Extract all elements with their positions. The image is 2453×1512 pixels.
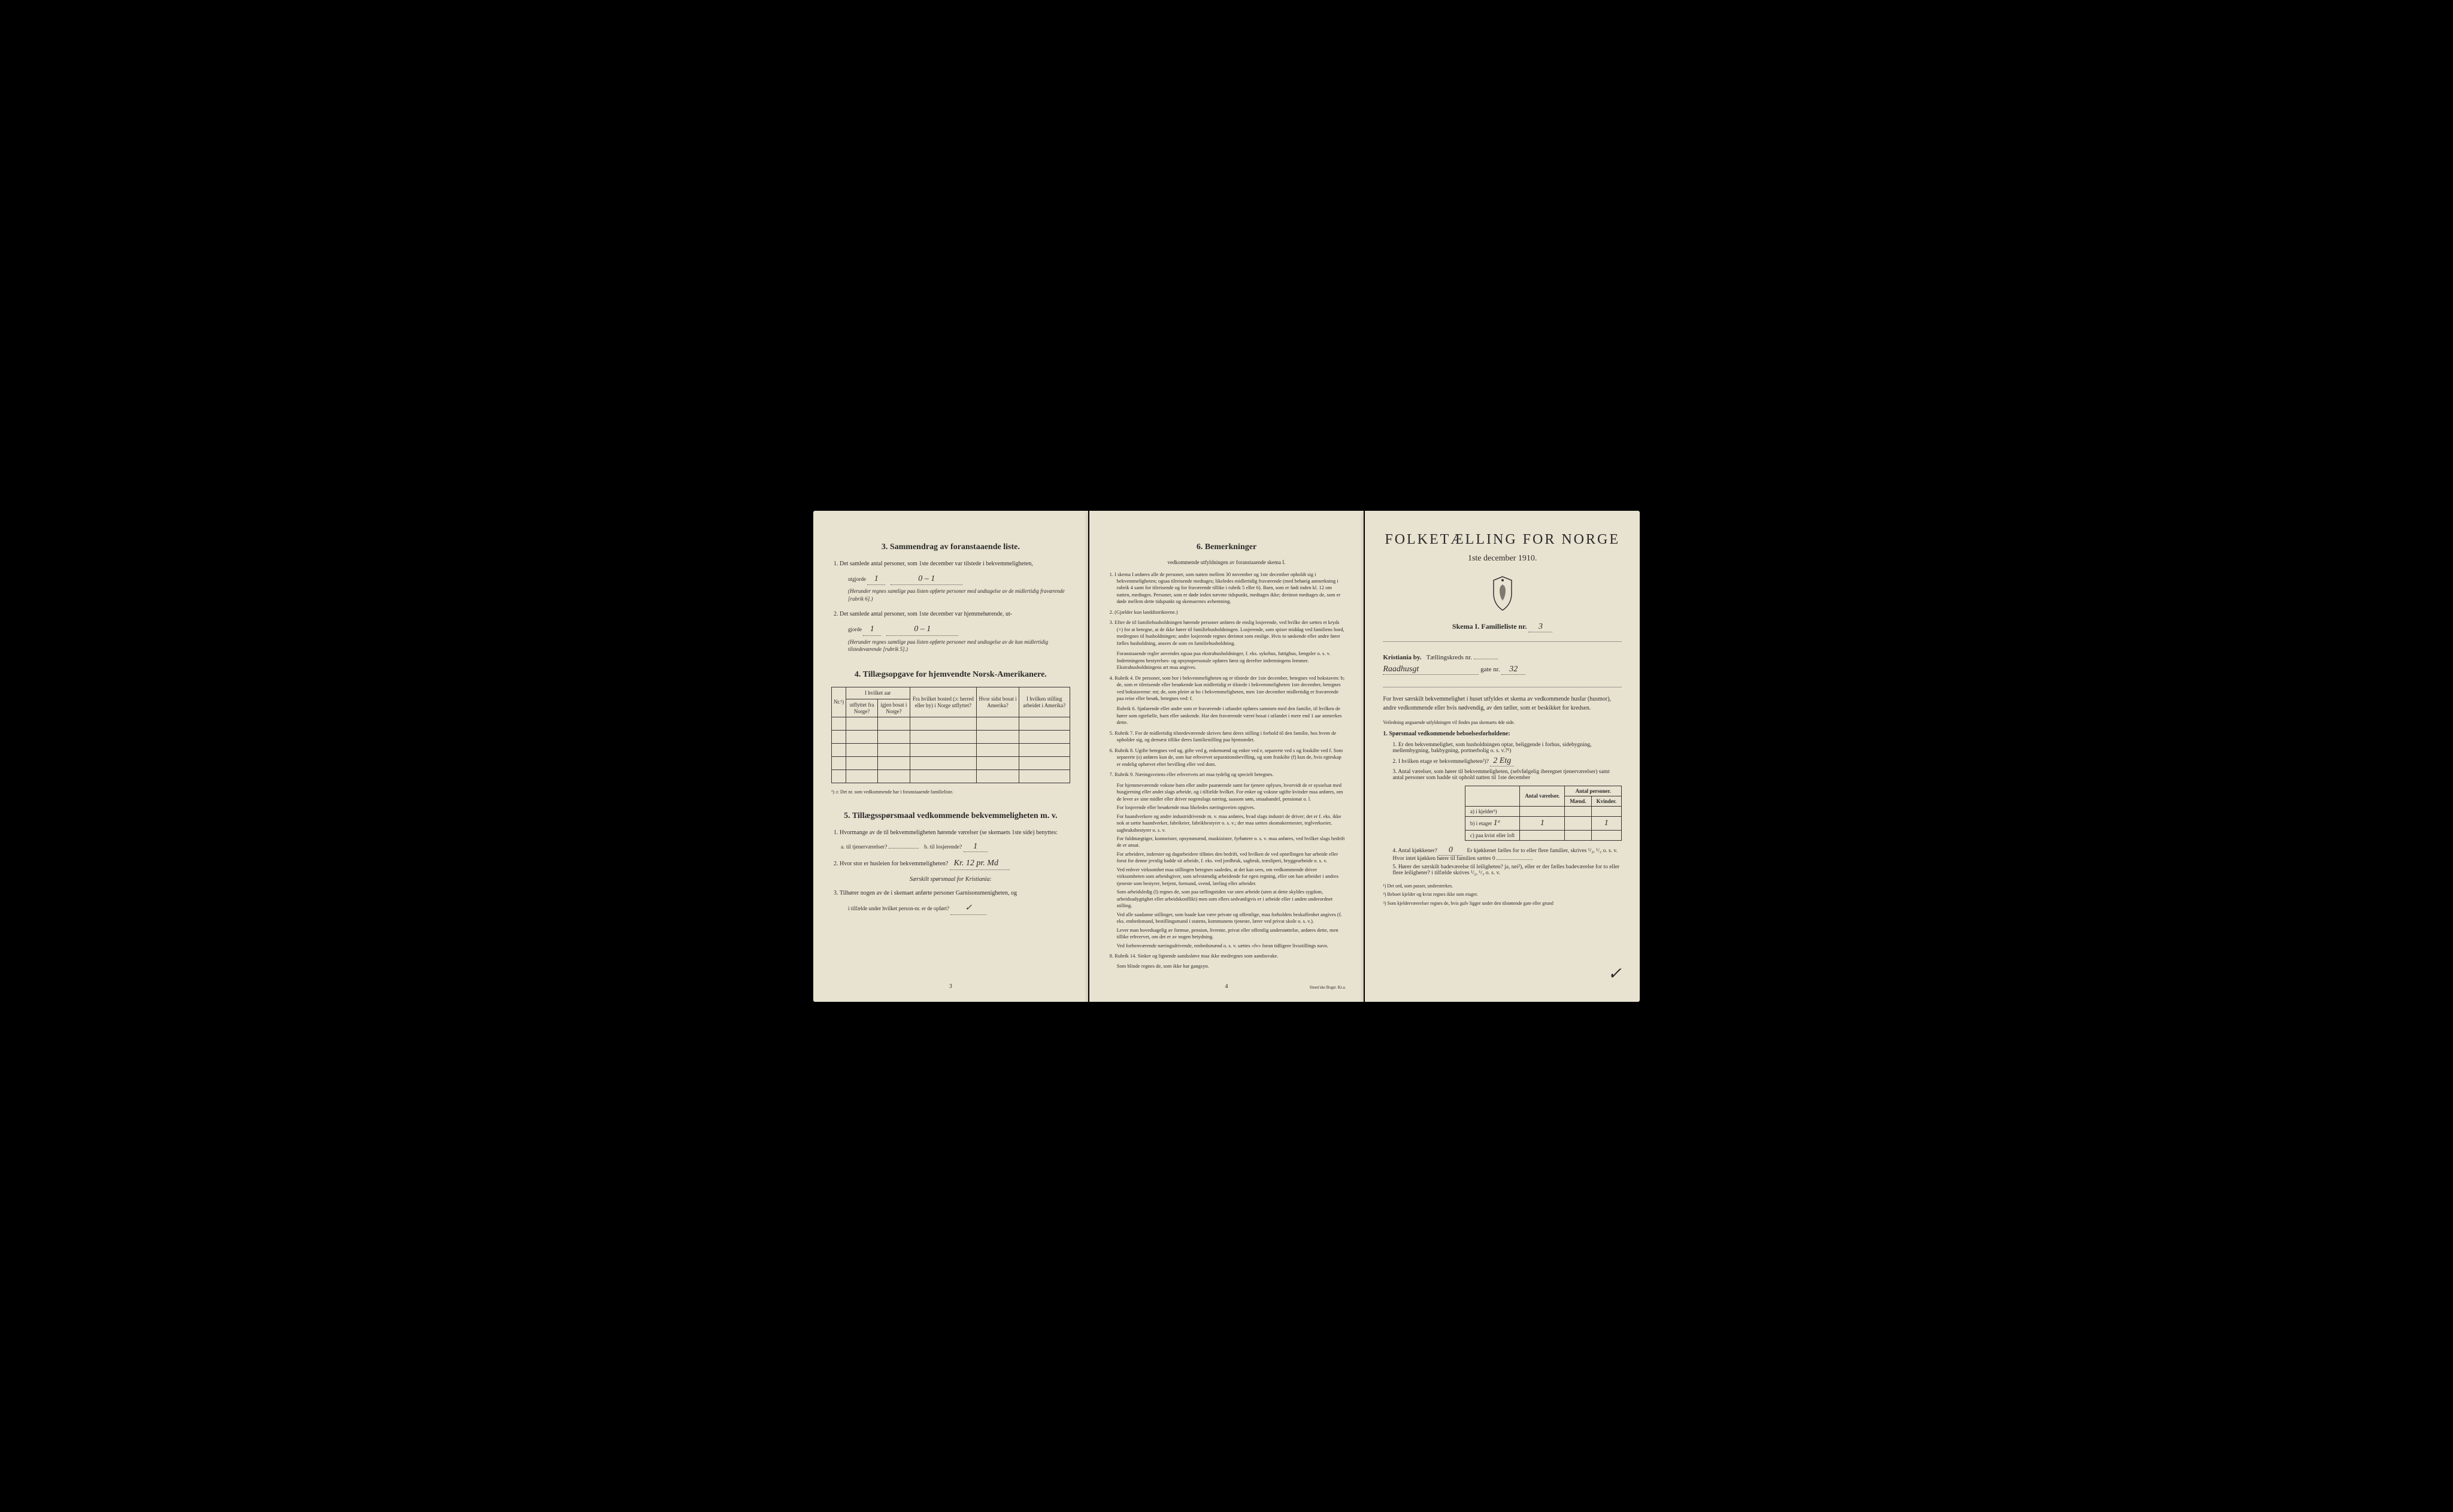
remark-3: 3. Efter de til familiehusholdningen hør… <box>1107 619 1346 647</box>
s5-item3: 3. Tilhører nogen av de i skemaet anført… <box>831 889 1070 898</box>
table-row <box>832 717 1070 731</box>
page-front: FOLKETÆLLING FOR NORGE 1ste december 191… <box>1365 511 1640 1002</box>
page-4: 6. Bemerkninger vedkommende utfyldningen… <box>1089 511 1364 1002</box>
s4-footnote: ¹) ɔ: Det nr. som vedkommende har i fora… <box>831 789 1070 795</box>
footnotes: ¹) Det ord, som passer, understrekes. ²)… <box>1383 883 1622 907</box>
table-row: b) i etager 1ᵉ 1 1 <box>1465 816 1621 830</box>
r7p3: For fuldmægtiger, kontorister, opsynsmæn… <box>1107 835 1346 849</box>
remark-2: 2. (Gjælder kun landdistrikterne.) <box>1107 609 1346 616</box>
info-note: Veiledning angaaende utfyldningen vil fi… <box>1383 720 1622 726</box>
table-row: c) paa kvist eller loft <box>1465 830 1621 840</box>
remark-7: 7. Rubrik 9. Næringsveiens eller erhverv… <box>1107 771 1346 778</box>
remark-8-extra: Som blinde regnes de, som ikke har gangs… <box>1107 963 1346 969</box>
s3-item2-note: (Herunder regnes samtlige paa listen opf… <box>831 638 1070 653</box>
r7p5: Ved enhver virksomhet maa stillingen bet… <box>1107 866 1346 887</box>
table-row <box>832 731 1070 744</box>
remark-3-extra: Foranstaaende regler anvendes ogsaa paa … <box>1107 650 1346 671</box>
remark-8: 8. Rubrik 14. Sinker og lignende aandssl… <box>1107 953 1346 959</box>
page-number: 4 <box>1225 983 1228 990</box>
q1-sub2: 2. I hvilken etage er bekvemmeligheten²)… <box>1383 756 1622 766</box>
s5-special: Særskilt spørsmaal for Kristiania: <box>831 876 1070 883</box>
emigrant-table: Nr.¹) I hvilket aar Fra hvilket bosted (… <box>831 687 1070 783</box>
r7p2: For haandverkere og andre industridriven… <box>1107 813 1346 834</box>
schema-line: Skema I. Familieliste nr. 3 <box>1383 622 1622 632</box>
remark-6: 6. Rubrik 8. Ugifte betegnes ved ug, gif… <box>1107 747 1346 768</box>
r7p1: For losjerende eller besøkende maa likel… <box>1107 804 1346 811</box>
r7p8: Lever man hovedsagelig av formue, pensio… <box>1107 927 1346 941</box>
r7p4: For arbeidere, inderster og dagarbeidere… <box>1107 851 1346 865</box>
rooms-table: Antal værelser. Antal personer. Mænd. Kv… <box>1465 786 1622 841</box>
q1-sub5: 5. Hører der særskilt badeværelse til le… <box>1383 864 1622 876</box>
table-row <box>832 744 1070 757</box>
table-row <box>832 770 1070 783</box>
remarks-list: 1. I skema I anføres alle de personer, s… <box>1107 571 1346 970</box>
q1-sub1: 1. Er den bekvemmelighet, som husholdnin… <box>1383 742 1622 754</box>
section-5-title: 5. Tillægsspørsmaal vedkommende bekvemme… <box>831 811 1070 821</box>
r7p7: Ved alle saadanne stillinger, som baade … <box>1107 911 1346 925</box>
remark-1: 1. I skema I anføres alle de personer, s… <box>1107 571 1346 605</box>
remark-4: 4. Rubrik 4. De personer, som bor i bekv… <box>1107 675 1346 702</box>
s5-item1: 1. Hvormange av de til bekvemmeligheten … <box>831 828 1070 837</box>
document-title: FOLKETÆLLING FOR NORGE <box>1383 532 1622 548</box>
s5-item1ab: a. til tjenerværelser? b. til losjerende… <box>831 842 1070 852</box>
table-row: a) i kjelder³) <box>1465 806 1621 816</box>
divider <box>1383 641 1622 642</box>
page-number: 3 <box>949 983 952 990</box>
info-paragraph: For hver særskilt bekvemmelighet i huset… <box>1383 695 1622 713</box>
section-6-title: 6. Bemerkninger <box>1107 543 1346 552</box>
r7p9: Ved forhenværende næringsdrivende, embed… <box>1107 943 1346 949</box>
page-3: 3. Sammendrag av foranstaaende liste. 1.… <box>813 511 1088 1002</box>
s6-subtitle: vedkommende utfyldningen av foranstaaend… <box>1107 559 1346 565</box>
s3-item1-cont: utgjorde 1 0 – 1 <box>831 573 1070 586</box>
s3-item2-cont: gjorde 1 0 – 1 <box>831 623 1070 636</box>
remark-5: 5. Rubrik 7. For de midlertidig tilstede… <box>1107 730 1346 744</box>
printer-mark: Steen'ske Bogtr. Kr.a. <box>1310 985 1346 990</box>
coat-of-arms-icon <box>1383 575 1622 613</box>
checkmark-icon: ✓ <box>1608 963 1622 984</box>
location-block: Kristiania by. Tællingskreds nr. Raadhus… <box>1383 654 1622 675</box>
r7p6: Som arbeidsledig (l) regnes de, som paa … <box>1107 889 1346 909</box>
remark-4-extra: Rubrik 6. Sjøfarende eller andre som er … <box>1107 705 1346 726</box>
census-document: 3. Sammendrag av foranstaaende liste. 1.… <box>813 511 1640 1002</box>
table-row <box>832 757 1070 770</box>
r7p0: For hjemmeværende voksne barn eller andr… <box>1107 782 1346 802</box>
q1-sub3: 3. Antal værelser, som hører til bekvemm… <box>1383 769 1622 781</box>
s3-item1: 1. Det samlede antal personer, som 1ste … <box>831 559 1070 568</box>
s5-item2: 2. Hvor stor er husleien for bekvemmelig… <box>831 857 1070 870</box>
q1-sub4: 4. Antal kjøkkener? 0 Er kjøkkenet fælle… <box>1383 846 1622 862</box>
section-4-title: 4. Tillægsopgave for hjemvendte Norsk-Am… <box>831 670 1070 680</box>
s3-item1-note: (Herunder regnes samtlige paa listen opf… <box>831 587 1070 602</box>
s3-item2: 2. Det samlede antal personer, som 1ste … <box>831 610 1070 619</box>
s5-item3-cont: i tilfælde under hvilket person-nr. er d… <box>831 902 1070 915</box>
q1-title: 1. Spørsmaal vedkommende beboelsesforhol… <box>1383 729 1622 738</box>
section-3-title: 3. Sammendrag av foranstaaende liste. <box>831 543 1070 552</box>
document-subtitle: 1ste december 1910. <box>1383 554 1622 563</box>
